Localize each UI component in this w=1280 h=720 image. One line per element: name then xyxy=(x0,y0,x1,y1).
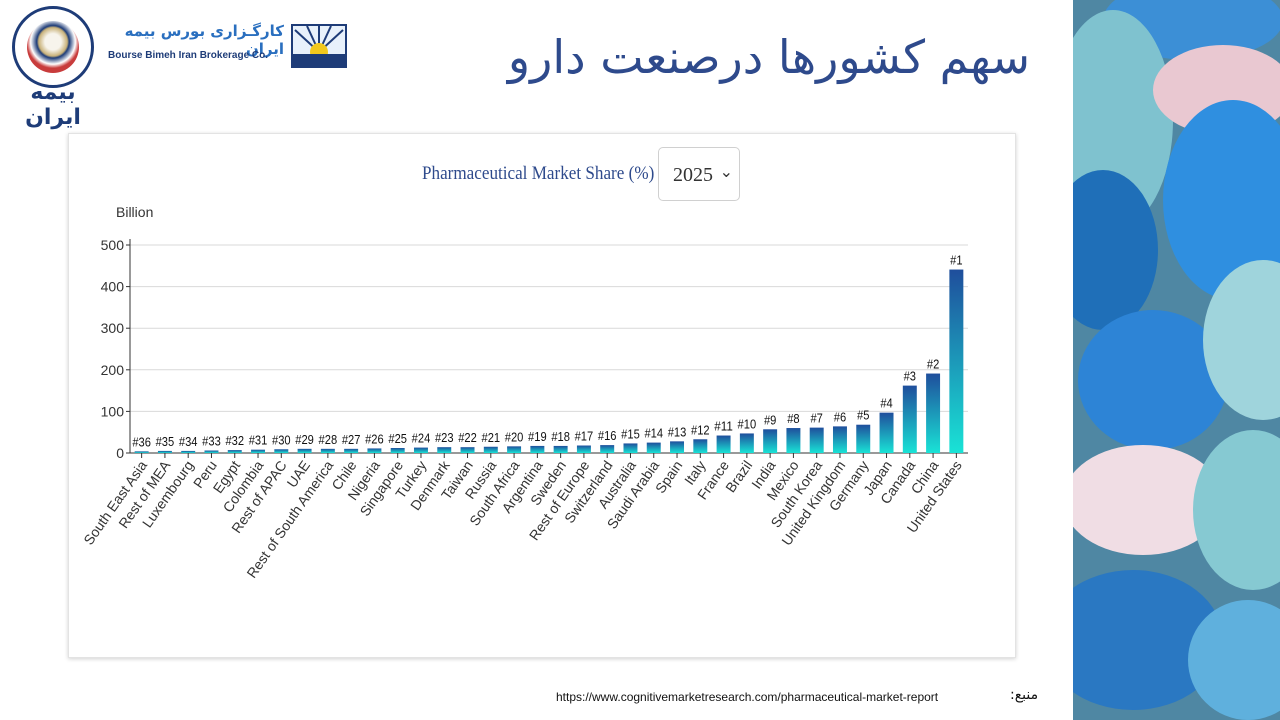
year-select-value: 2025 xyxy=(673,164,713,186)
bar xyxy=(483,446,498,453)
bar xyxy=(832,426,847,453)
bar xyxy=(739,433,754,453)
chart-title: Pharmaceutical Market Share (%) by Count… xyxy=(422,163,736,184)
bar-data-label: #34 xyxy=(179,434,198,449)
bar-data-label: #35 xyxy=(156,434,175,449)
bar-data-label: #15 xyxy=(621,426,640,441)
broker-logo: کارگـزاری بورس بیمه ایران Bourse Bimeh I… xyxy=(108,22,348,68)
broker-name-en: Bourse Bimeh Iran Brokerage Co. xyxy=(108,50,269,61)
x-tick-label: Brazil xyxy=(722,458,755,496)
chart-card xyxy=(68,133,1016,658)
logo-seal xyxy=(12,6,94,88)
bar xyxy=(460,447,475,453)
bar xyxy=(437,447,452,453)
bar-data-label: #3 xyxy=(904,369,916,384)
bar xyxy=(600,445,615,453)
bar-data-label: #27 xyxy=(342,432,361,447)
bar-data-label: #21 xyxy=(482,430,501,445)
bar-data-label: #10 xyxy=(738,416,757,431)
y-tick-label: 100 xyxy=(101,403,125,419)
bar xyxy=(809,427,824,453)
bar xyxy=(530,445,545,453)
bar xyxy=(367,448,382,453)
bar-data-label: #19 xyxy=(528,429,547,444)
bar xyxy=(763,429,778,453)
bar xyxy=(786,428,801,453)
bar-data-label: #33 xyxy=(202,434,221,449)
source-url: https://www.cognitivemarketresearch.com/… xyxy=(556,690,939,704)
logo-text: بیمه ایران xyxy=(25,80,81,130)
chevron-down-icon: ⌄ xyxy=(719,164,733,181)
bar-data-label: #2 xyxy=(927,357,939,372)
bar xyxy=(856,424,871,453)
year-select[interactable]: 2025 ⌄ xyxy=(658,147,740,201)
bar xyxy=(181,450,196,453)
bar xyxy=(693,439,708,453)
bar-data-label: #8 xyxy=(787,411,799,426)
bar xyxy=(390,448,405,453)
y-tick-label: 0 xyxy=(116,445,124,461)
bar-data-label: #29 xyxy=(295,432,314,447)
bar xyxy=(204,450,219,453)
source-label: منبع: xyxy=(1010,687,1039,703)
bar xyxy=(251,449,266,453)
bar-data-label: #22 xyxy=(458,430,477,445)
bar xyxy=(623,443,638,453)
bar-data-label: #11 xyxy=(714,419,733,434)
pills-image xyxy=(1073,0,1280,720)
bar xyxy=(902,385,917,453)
bar-data-label: #18 xyxy=(551,429,570,444)
bar xyxy=(576,445,591,453)
y-tick-label: 500 xyxy=(101,237,125,253)
bar-data-label: #7 xyxy=(810,411,822,426)
bar-data-label: #30 xyxy=(272,432,291,447)
bar-data-label: #16 xyxy=(598,428,617,443)
bar-data-label: #23 xyxy=(435,430,454,445)
bar xyxy=(227,450,242,453)
bar-data-label: #32 xyxy=(225,433,244,448)
bar-data-label: #17 xyxy=(575,429,594,444)
bar xyxy=(716,435,731,453)
bar xyxy=(134,451,149,453)
slide-title: سهم کشورها درصنعت دارو xyxy=(507,30,1030,84)
bar xyxy=(670,441,685,453)
y-tick-label: 200 xyxy=(101,362,125,378)
bar-data-label: #26 xyxy=(365,431,384,446)
broker-name-fa: کارگـزاری بورس بیمه ایران xyxy=(124,22,284,58)
bar xyxy=(157,450,172,453)
bar xyxy=(553,445,568,453)
bar-data-label: #25 xyxy=(388,431,407,446)
bar xyxy=(297,448,312,453)
bar xyxy=(949,269,964,453)
y-axis-label: Billion xyxy=(116,204,153,220)
bar-data-label: #12 xyxy=(691,422,710,437)
bar-data-label: #5 xyxy=(857,408,869,423)
bar xyxy=(926,373,941,453)
bimeh-iran-logo: بیمه ایران xyxy=(8,6,94,130)
bar-data-label: #28 xyxy=(319,432,338,447)
bar-data-label: #20 xyxy=(505,429,524,444)
bar xyxy=(320,448,335,453)
bar-data-label: #4 xyxy=(880,396,892,411)
bar-data-label: #1 xyxy=(950,253,962,268)
bar xyxy=(879,412,894,453)
bar-data-label: #36 xyxy=(132,434,151,449)
sunrise-icon xyxy=(291,24,347,68)
y-tick-label: 400 xyxy=(101,279,125,295)
bar xyxy=(274,449,289,453)
bar xyxy=(646,442,661,453)
bar-data-label: #13 xyxy=(668,424,687,439)
bar-data-label: #31 xyxy=(249,433,268,448)
y-tick-label: 300 xyxy=(101,320,125,336)
bar-data-label: #14 xyxy=(644,426,663,441)
bar-data-label: #9 xyxy=(764,412,776,427)
bar-data-label: #6 xyxy=(834,409,846,424)
bar xyxy=(413,447,428,453)
bar-data-label: #24 xyxy=(412,431,431,446)
bar xyxy=(507,446,522,453)
market-share-chart: Pharmaceutical Market Share (%) by Count… xyxy=(80,163,968,581)
bar xyxy=(344,448,359,453)
